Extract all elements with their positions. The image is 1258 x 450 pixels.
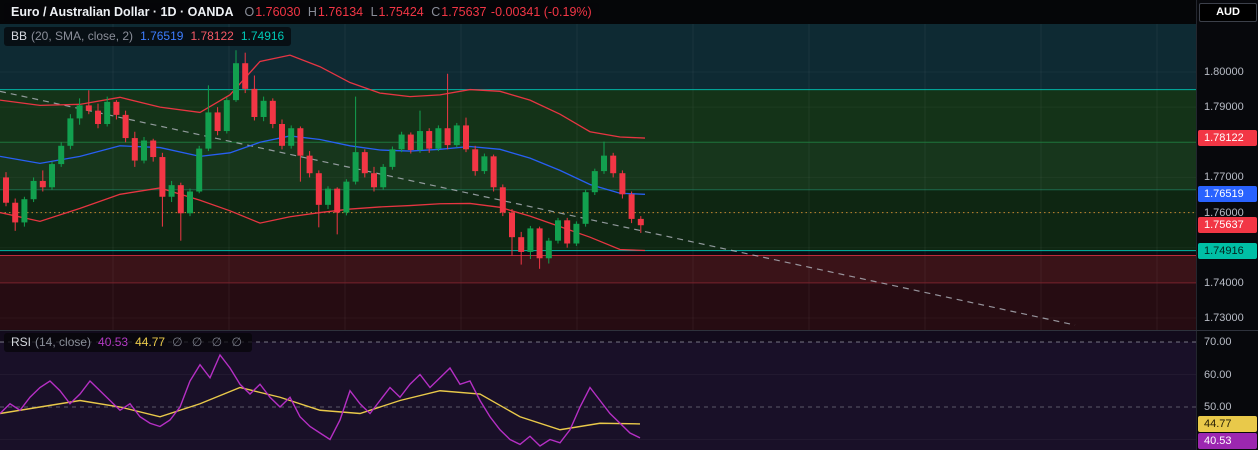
price-axis[interactable]: AUD 1.80000 1.79000 1.77000 1.76000 1.74000 1… (1196, 0, 1258, 450)
bb-lower-value: 1.74916 (240, 29, 285, 43)
ohlc-high-label: H (307, 5, 317, 19)
rsi-indicator-legend[interactable]: RSI (14, close) 40.53 44.77 ∅ ∅ ∅ ∅ (4, 333, 252, 352)
ohlc-open-label: O (244, 5, 255, 19)
price-axis-label: 1.74000 (1204, 276, 1244, 289)
price-axis-label: 1.76000 (1204, 206, 1244, 219)
rsi-params: (14, close) (35, 335, 92, 349)
price-axis-label: 1.79000 (1204, 101, 1244, 114)
price-badge: 1.75637 (1198, 217, 1257, 234)
symbol-title[interactable]: Euro / Australian Dollar · 1D · OANDA (11, 5, 234, 19)
rsi-badge: 44.77 (1198, 415, 1257, 432)
rsi-empty-values: ∅ ∅ ∅ ∅ (172, 335, 245, 349)
rsi-value: 40.53 (98, 335, 129, 349)
rsi-name: RSI (11, 335, 32, 349)
ohlc-low-label: L (370, 5, 378, 19)
price-badge: 1.76519 (1198, 186, 1257, 203)
price-badge: 1.74916 (1198, 242, 1257, 259)
bb-name: BB (11, 29, 28, 43)
ohlc-change: -0.00341 (-0.19%) (490, 5, 592, 19)
chart-svg[interactable] (0, 0, 1196, 450)
bb-indicator-legend[interactable]: BB (20, SMA, close, 2) 1.76519 1.78122 1… (4, 27, 292, 46)
rsi-axis-label: 50.00 (1204, 401, 1232, 413)
bb-upper-value: 1.78122 (190, 29, 234, 43)
pane-separator[interactable] (0, 330, 1258, 331)
symbol-legend[interactable]: Euro / Australian Dollar · 1D · OANDA O1… (4, 3, 599, 22)
rsi-ma-value: 44.77 (135, 335, 166, 349)
currency-badge[interactable]: AUD (1199, 3, 1257, 22)
price-axis-label: 1.73000 (1204, 312, 1244, 324)
chart-canvas[interactable]: Euro / Australian Dollar · 1D · OANDA O1… (0, 0, 1196, 450)
ohlc-readout: O1.76030 H1.76134 L1.75424 C1.75637 -0.0… (240, 5, 591, 20)
bb-params: (20, SMA, close, 2) (31, 29, 134, 43)
rsi-axis-label: 70.00 (1204, 336, 1232, 348)
ohlc-low-value: 1.75424 (378, 5, 424, 19)
ohlc-close-label: C (431, 5, 441, 19)
price-badge: 1.78122 (1198, 129, 1257, 146)
rsi-axis-label: 60.00 (1204, 368, 1232, 381)
price-axis-label: 1.80000 (1204, 66, 1244, 78)
ohlc-high-value: 1.76134 (317, 5, 364, 19)
price-axis-label: 1.77000 (1204, 171, 1244, 184)
ohlc-close-value: 1.75637 (441, 5, 487, 19)
bb-basis-value: 1.76519 (140, 29, 184, 43)
rsi-badge: 40.53 (1198, 432, 1257, 449)
ohlc-open-value: 1.76030 (255, 5, 301, 19)
